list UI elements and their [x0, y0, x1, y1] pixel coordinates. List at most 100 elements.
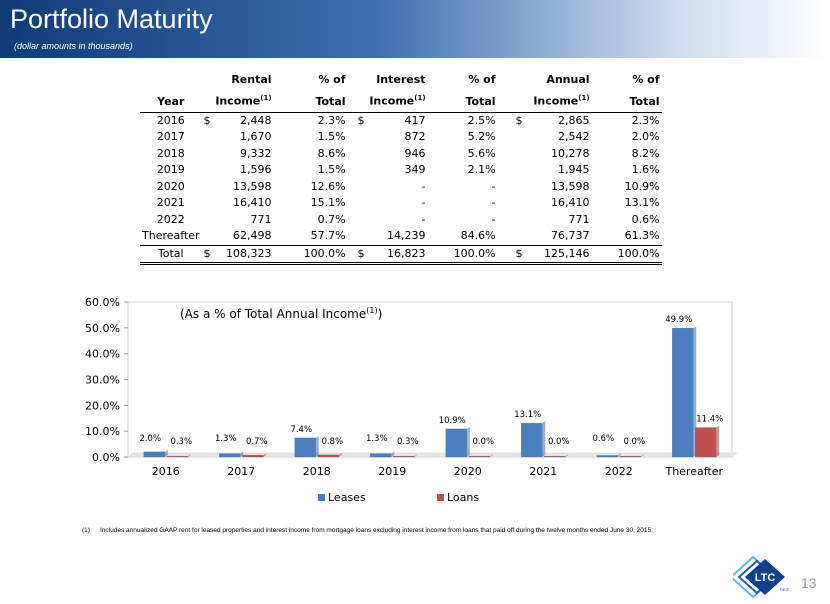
rental-pct-cell: 15.1%	[310, 196, 346, 210]
annual-income-cell: 1,945	[558, 163, 590, 177]
rental-income-cell: 108,323	[219, 244, 274, 266]
interest-income-cell: 872	[404, 130, 426, 144]
annual-header-2: Income	[533, 94, 579, 108]
loans-bar	[166, 455, 188, 458]
table-row: 2018 9,332 8.6% 946 5.6% 10,278 8.2%	[140, 146, 662, 163]
interest-pct-header: % of	[468, 73, 496, 86]
year-header: Year	[140, 90, 202, 113]
chart-title-sup: (1)	[366, 306, 377, 315]
annual-pct-header-2: Total	[591, 90, 662, 113]
annual-pct-cell: 2.0%	[631, 130, 660, 144]
table-header-row: Rental % of Interest % of Annual % of	[140, 72, 662, 90]
y-tick-label: 40.0%	[85, 348, 120, 361]
rental-currency	[202, 129, 220, 146]
annual-pct-header: % of	[632, 73, 660, 86]
annual-currency	[514, 162, 532, 179]
maturity-table: Rental % of Interest % of Annual % of Ye…	[140, 72, 662, 266]
rental-pct-cell: 2.3%	[317, 113, 346, 127]
table-row: 2021 16,410 15.1% - - 16,410 13.1%	[140, 195, 662, 212]
annual-currency	[514, 146, 532, 163]
interest-pct-cell: 2.1%	[467, 163, 496, 177]
year-cell: 2016	[156, 113, 185, 127]
x-tick-label: 2021	[529, 465, 557, 478]
leases-bar-side	[693, 326, 697, 457]
leases-data-label: 1.3%	[366, 434, 388, 444]
interest-currency: $	[355, 244, 374, 266]
rental-income-cell: 16,410	[233, 196, 272, 210]
table-row: Thereafter 62,498 57.7% 14,239 84.6% 76,737 61…	[140, 228, 662, 245]
loans-bar	[393, 455, 415, 458]
loans-data-label: 0.7%	[246, 437, 268, 447]
loans-bar	[544, 455, 566, 458]
x-tick-label: 2017	[227, 465, 255, 478]
footnote-text: Includes annualized GAAP rent for leased…	[100, 527, 653, 534]
table-row: 2020 13,598 12.6% - - 13,598 10.9%	[140, 179, 662, 196]
rental-currency	[202, 195, 220, 212]
interest-income-cell: -	[421, 196, 426, 210]
annual-pct-cell: 100.0%	[591, 244, 662, 266]
leases-bar-side	[315, 435, 319, 457]
annual-currency	[514, 195, 532, 212]
rental-pct-cell: 57.7%	[310, 229, 346, 243]
year-cell: 2018	[156, 146, 185, 160]
interest-pct-cell: 100.0%	[427, 244, 498, 266]
table-row: 2017 1,670 1.5% 872 5.2% 2,542 2.0%	[140, 129, 662, 146]
rental-pct-cell: 1.5%	[317, 130, 346, 144]
leases-bar-side	[391, 451, 395, 457]
interest-income-cell: -	[421, 212, 426, 226]
year-cell: 2022	[156, 212, 185, 226]
loans-bar-side	[338, 452, 342, 457]
rental-income-cell: 62,498	[233, 229, 272, 243]
annual-income-cell: 2,542	[558, 130, 590, 144]
leases-legend-label: Leases	[328, 491, 366, 504]
rental-currency: $	[203, 113, 211, 127]
loans-bar	[242, 454, 264, 458]
footnote-mark: (1)	[578, 94, 590, 102]
rental-income-cell: 1,670	[240, 130, 272, 144]
annual-pct-cell: 61.3%	[624, 229, 660, 243]
rental-pct-header-2: Total	[273, 90, 348, 113]
loans-legend-label: Loans	[447, 491, 479, 504]
rental-currency	[202, 162, 220, 179]
loans-data-label: 0.0%	[548, 437, 570, 447]
rental-currency	[202, 179, 220, 196]
interest-header: Interest	[376, 73, 426, 86]
leases-bar-side	[617, 453, 621, 457]
loans-bar-side	[187, 454, 191, 457]
footnote: (1) Includes annualized GAAP rent for le…	[82, 527, 653, 534]
leases-data-label: 13.1%	[514, 410, 541, 420]
x-tick-label: 2018	[303, 465, 331, 478]
leases-bar	[370, 453, 392, 458]
annual-pct-cell: 0.6%	[631, 212, 660, 226]
loans-bar-side	[640, 454, 644, 457]
leases-data-label: 10.9%	[439, 416, 466, 426]
chart-title: (As a % of Total Annual Income(1))	[180, 306, 382, 321]
loans-bar	[317, 454, 339, 458]
rental-currency	[202, 228, 220, 245]
title-banner: Portfolio Maturity (dollar amounts in th…	[0, 0, 830, 58]
table-row: 2022 771 0.7% - - 771 0.6%	[140, 212, 662, 229]
year-cell: 2019	[156, 163, 185, 177]
year-cell: Thereafter	[142, 229, 200, 243]
y-tick-label: 60.0%	[85, 296, 120, 309]
annual-income-cell: 771	[568, 212, 590, 226]
logo-subtext: REIT	[780, 587, 790, 592]
leases-bar	[445, 428, 467, 458]
annual-header: Annual	[546, 73, 590, 86]
leases-data-label: 49.9%	[665, 315, 692, 325]
footnote-mark: (1)	[260, 94, 272, 102]
leases-bar-side	[466, 426, 470, 457]
footnote-mark: (1)	[414, 94, 426, 102]
interest-currency	[356, 146, 374, 163]
year-cell: 2020	[156, 179, 185, 193]
rental-header-2: Income	[215, 94, 261, 108]
x-tick-label: 2019	[378, 465, 406, 478]
year-cell: Total	[140, 244, 202, 266]
annual-income-cell: 125,146	[531, 244, 592, 266]
interest-pct-cell: -	[491, 179, 496, 193]
loans-data-label: 0.0%	[623, 437, 645, 447]
annual-currency	[514, 212, 532, 229]
loans-data-label: 0.8%	[321, 437, 343, 447]
table-row: 2019 1,596 1.5% 349 2.1% 1,945 1.6%	[140, 162, 662, 179]
loans-bar	[619, 455, 641, 458]
